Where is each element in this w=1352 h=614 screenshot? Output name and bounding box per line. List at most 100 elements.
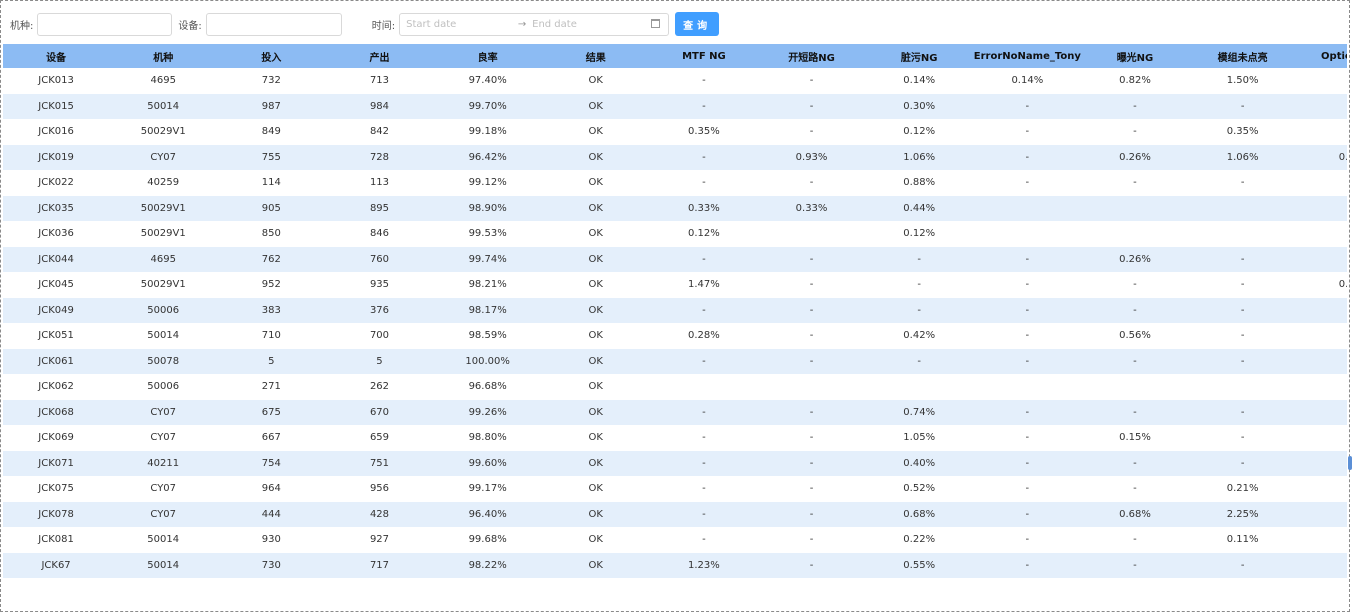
table-cell: 0.56% xyxy=(1081,323,1189,349)
table-cell: 710 xyxy=(217,323,326,349)
table-cell: 97.40% xyxy=(433,68,542,94)
table-cell: 98.80% xyxy=(433,425,542,451)
table-cell: - xyxy=(973,450,1082,476)
table-cell: OK xyxy=(541,476,650,502)
table-cell: - xyxy=(1081,450,1189,476)
table-cell: - xyxy=(1188,348,1297,374)
table-row[interactable]: JCK062 50006 271 262 96.68% OK xyxy=(3,374,1347,400)
table-cell: 0.28% xyxy=(649,323,758,349)
table-cell: JCK019 xyxy=(3,144,110,170)
table-cell: 114 xyxy=(217,170,326,196)
table-cell: 0.12% xyxy=(649,221,758,247)
column-header[interactable]: MTF NG xyxy=(649,44,758,68)
table-cell: 760 xyxy=(325,246,434,272)
table-cell: 0.26 xyxy=(1296,144,1347,170)
table-row[interactable]: JCK016 50029V1 849 842 99.18% OK 0.35% -0.12% - -… xyxy=(3,119,1347,145)
table-cell: 0.35% xyxy=(649,119,758,145)
table-row[interactable]: JCK051 50014 710 700 98.59% OK 0.28% -0.42% -0.5… xyxy=(3,323,1347,349)
column-header[interactable]: 产出 xyxy=(325,44,434,68)
start-date-input[interactable]: Start date xyxy=(406,18,457,30)
table-row[interactable]: JCK04550029V195293598.21%OK1.47%-----0.1… xyxy=(3,272,1347,298)
column-header[interactable]: ErrorNoName_Tony xyxy=(973,44,1082,68)
table-cell: 0.68% xyxy=(1081,501,1189,527)
table-cell: OK xyxy=(541,68,650,94)
column-header[interactable]: 结果 xyxy=(541,44,650,68)
table-row[interactable]: JCK013 4695 732 713 97.40% OK - -0.14% 0.14% 0.82… xyxy=(3,68,1347,94)
model-input[interactable] xyxy=(37,12,173,36)
table-cell: 0.12% xyxy=(865,119,974,145)
table-row[interactable]: JCK036 50029V1 850 846 99.53% OK 0.12% 0.12% xyxy=(3,221,1347,247)
table-cell: - xyxy=(1188,425,1297,451)
table-row[interactable]: JCK035 50029V1 905 895 98.90% OK 0.33% 0.33% 0.4… xyxy=(3,195,1347,221)
column-header[interactable]: 脏污NG xyxy=(865,44,974,68)
table-cell: - xyxy=(865,246,974,272)
table-cell: 730 xyxy=(217,552,326,578)
table-cell: OK xyxy=(541,450,650,476)
table-cell: - xyxy=(757,399,866,425)
table-cell: - xyxy=(1081,476,1189,502)
table-cell: 755 xyxy=(217,144,326,170)
table-cell: JCK045 xyxy=(3,272,110,298)
table-row[interactable]: JCK078 CY07 444 428 96.40% OK - -0.68% -0.68% 2.2… xyxy=(3,501,1347,527)
table-cell: 667 xyxy=(217,425,326,451)
table-cell: 762 xyxy=(217,246,326,272)
table-cell: - xyxy=(973,348,1082,374)
date-range-picker[interactable]: Start date → End date xyxy=(399,12,670,36)
table-cell: OK xyxy=(541,552,650,578)
table-cell: 98.21% xyxy=(433,272,542,298)
end-date-input[interactable]: End date xyxy=(532,18,577,30)
table-cell: JCK013 xyxy=(3,68,110,94)
table-cell: CY07 xyxy=(109,501,218,527)
table-cell: JCK068 xyxy=(3,399,110,425)
table-cell: JCK044 xyxy=(3,246,110,272)
table-cell: 984 xyxy=(325,93,434,119)
time-label: 时间: xyxy=(371,20,396,32)
table-cell: 98.22% xyxy=(433,552,542,578)
table-cell: 444 xyxy=(217,501,326,527)
column-header[interactable]: 开短路NG xyxy=(757,44,866,68)
column-header[interactable]: 投入 xyxy=(217,44,326,68)
column-header[interactable]: 模组未点亮 xyxy=(1188,44,1297,68)
table-cell: - xyxy=(1296,246,1347,272)
column-header[interactable]: Optical Ce xyxy=(1296,44,1347,68)
table-cell: - xyxy=(1296,450,1347,476)
table-cell: 0.26% xyxy=(1081,246,1189,272)
calendar-icon[interactable] xyxy=(651,18,661,28)
table-cell: 751 xyxy=(325,450,434,476)
horizontal-scrollbar-thumb[interactable] xyxy=(1348,456,1352,470)
table-row[interactable]: JCK019 CY07 755 728 96.42% OK -0.93% 1.06% -0.26… xyxy=(3,144,1347,170)
table-cell: - xyxy=(973,246,1082,272)
column-header[interactable]: 良率 xyxy=(433,44,542,68)
table-cell: 0.21% xyxy=(1188,476,1297,502)
table-cell: - xyxy=(757,93,866,119)
table-cell: 675 xyxy=(217,399,326,425)
table-cell: 99.53% xyxy=(433,221,542,247)
table-cell: - xyxy=(757,246,866,272)
table-cell: - xyxy=(973,323,1082,349)
table-cell: 99.26% xyxy=(433,399,542,425)
column-header[interactable]: 曝光NG xyxy=(1081,44,1189,68)
column-header[interactable]: 机种 xyxy=(109,44,218,68)
table-cell: 4695 xyxy=(109,246,218,272)
table-cell: - xyxy=(973,399,1082,425)
device-input[interactable] xyxy=(205,12,342,36)
table-cell xyxy=(973,374,1082,400)
column-header[interactable]: 设备 xyxy=(3,44,110,68)
table-cell: JCK015 xyxy=(3,93,110,119)
table-cell xyxy=(1081,221,1189,247)
table-cell: - xyxy=(757,527,866,553)
table-cell: - xyxy=(1081,93,1189,119)
table-cell xyxy=(1296,195,1347,221)
query-button[interactable]: 查询 xyxy=(675,12,720,36)
